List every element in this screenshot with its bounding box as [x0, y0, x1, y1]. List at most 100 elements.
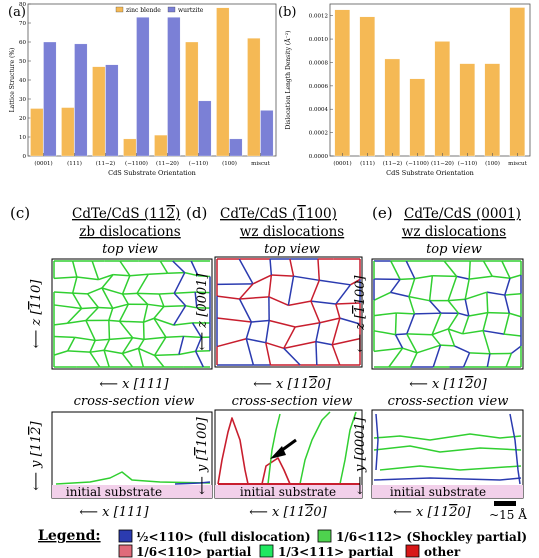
- dislocation-line: [194, 350, 204, 368]
- dislocation-line: [315, 340, 333, 346]
- y-tick-label: 0.0012: [309, 14, 328, 20]
- dislocation-line: [406, 313, 416, 335]
- dislocation-line: [339, 411, 357, 485]
- scale-bar: [494, 501, 516, 506]
- dislocation-line: [373, 347, 403, 353]
- dislocation-line: [482, 312, 489, 331]
- panel-e-cross-view: cross-section view: [388, 394, 509, 409]
- panel-e-top-vaxis: ⟵ z [1100]: [353, 275, 368, 353]
- dislocation-line: [409, 352, 418, 368]
- panel-e-top-view: top view: [426, 242, 482, 257]
- dislocation-line: [261, 457, 291, 485]
- panel-d-subtitle: wz dislocations: [240, 224, 344, 240]
- dislocation-line: [310, 300, 336, 305]
- bar: [61, 107, 75, 157]
- dislocation-line: [53, 350, 68, 356]
- bar: [359, 16, 376, 157]
- y-tick-label: 0.0004: [309, 107, 329, 113]
- panel-c-cross-vaxis: ⟵ y [112]: [29, 420, 44, 490]
- dislocation-line: [408, 278, 416, 297]
- dislocation-line: [389, 278, 401, 293]
- dislocation-line: [509, 413, 521, 485]
- dislocation-line: [335, 284, 352, 305]
- dislocation-line: [98, 306, 113, 310]
- dislocation-line: [406, 333, 418, 354]
- dislocation-line: [448, 298, 466, 302]
- x-tick-label: (11−2): [96, 160, 115, 167]
- panel-c-top-haxis: ⟵ x [111]: [99, 377, 169, 392]
- dislocation-line: [464, 299, 470, 317]
- dislocation-line: [461, 315, 470, 335]
- dislocation-line: [85, 306, 99, 322]
- panel-c-top-view: top view: [102, 242, 158, 257]
- panel-c-substrate: [52, 485, 212, 498]
- y-tick-label: 10: [19, 135, 26, 141]
- x-tick-label: miscut: [251, 161, 270, 167]
- dislocation-line: [71, 260, 78, 278]
- dislocation-line: [153, 317, 167, 338]
- dislocation-line: [447, 276, 458, 301]
- chart-b-ylabel: Dislocation Length Density (Å⁻²): [284, 31, 292, 130]
- dislocation-line: [440, 344, 455, 347]
- dislocation-line: [265, 342, 272, 366]
- dislocation-line: [458, 312, 469, 317]
- dislocation-line: [431, 328, 449, 336]
- bar: [216, 7, 230, 157]
- dislocation-line: [143, 336, 166, 341]
- dislocation-line: [67, 350, 91, 353]
- panel-c-cross-view: cross-section view: [74, 394, 195, 409]
- dislocation-line: [447, 328, 456, 347]
- dislocation-line: [53, 291, 73, 294]
- dislocation-line: [448, 328, 463, 335]
- dislocation-line: [183, 335, 202, 339]
- bar: [123, 138, 137, 157]
- dislocation-line: [469, 352, 490, 355]
- dislocation-line: [299, 411, 331, 485]
- dislocation-line: [265, 320, 270, 343]
- dislocation-line: [53, 276, 77, 280]
- panel-d-top-vaxis: ⟵ z [0001]: [195, 273, 210, 351]
- y-tick-label: 0.0002: [309, 131, 328, 137]
- dislocation-line: [373, 330, 396, 336]
- chart-a-ylabel: Lattice Structure (%): [9, 48, 16, 113]
- dislocation-line: [98, 273, 114, 281]
- legend-label-111-partial: 1/3<111> partial: [278, 545, 394, 558]
- panel-e-cross-haxis: ⟵ x [1120]: [393, 505, 471, 520]
- panel-d-top-haxis: ⟵ x [1120]: [253, 377, 331, 392]
- dislocation-line: [174, 481, 211, 485]
- bar: [198, 100, 212, 157]
- dislocation-line: [469, 275, 493, 280]
- dislocation-line: [66, 307, 83, 324]
- dislocation-line: [85, 320, 96, 341]
- y-tick-label: 0: [23, 154, 27, 160]
- dislocation-line: [195, 291, 211, 294]
- dislocation-line: [118, 303, 130, 322]
- dislocation-line: [239, 296, 269, 300]
- dislocation-line: [87, 287, 103, 295]
- dislocation-line: [216, 295, 240, 300]
- dislocation-line: [394, 334, 404, 349]
- bar: [459, 63, 476, 157]
- dislocation-line: [447, 300, 460, 314]
- dislocation-line: [332, 337, 361, 346]
- chart-b: (b) 0.0000 0.0002 0.0004 0.0006 0.0008 0.0010…: [278, 3, 531, 177]
- dislocation-line: [492, 275, 511, 279]
- dislocation-line: [432, 274, 457, 278]
- dislocation-line: [71, 276, 78, 294]
- panel-b-label: (b): [278, 5, 296, 20]
- dislocation-line: [432, 344, 442, 368]
- panel-c: (c) CdTe/CdS (112) zb dislocations top v…: [10, 204, 213, 520]
- dislocation-line: [287, 276, 295, 306]
- bar: [105, 64, 119, 157]
- panel-e-top-network: [373, 260, 522, 368]
- dislocation-line: [173, 272, 186, 294]
- dislocation-line: [238, 283, 254, 300]
- dislocation-line: [331, 344, 341, 366]
- dislocation-line: [268, 319, 296, 328]
- dislocation-line: [319, 317, 340, 324]
- dislocation-line: [503, 333, 522, 337]
- dislocation-line: [153, 306, 165, 319]
- legend-label-other: other: [424, 545, 461, 558]
- dislocation-line: [269, 258, 273, 276]
- dislocation-line: [406, 333, 433, 336]
